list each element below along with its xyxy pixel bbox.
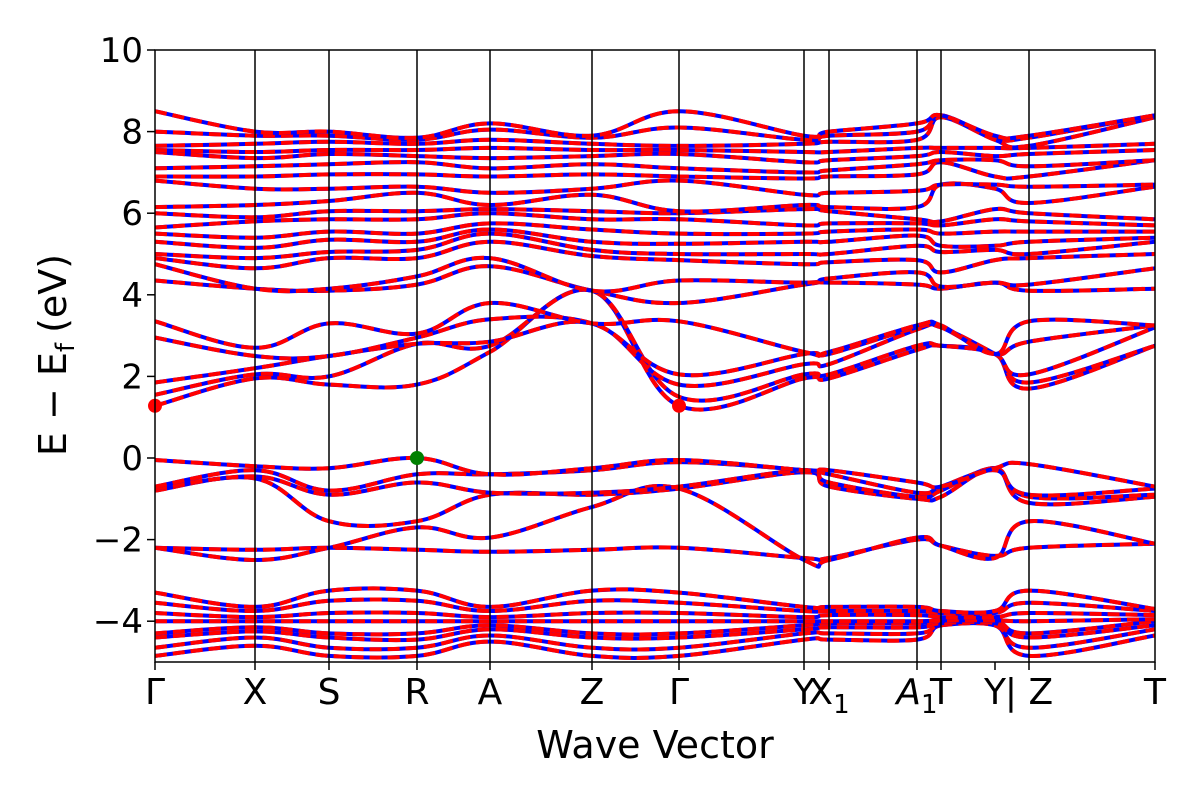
band-8-spin-down	[155, 537, 1155, 562]
plot-frame	[154, 49, 1156, 663]
y-tick-label-7: 10	[100, 31, 143, 71]
band-13-spin-down	[155, 455, 1155, 490]
band-30-spin-down	[155, 157, 1155, 175]
kpoint-label-0: Γ	[145, 672, 165, 713]
kpoint-label-4: A	[478, 672, 503, 713]
y-tick-label-1: −2	[93, 521, 143, 561]
band-25-spin-down	[155, 211, 1155, 230]
band-29-spin-down	[155, 158, 1155, 181]
kpoint-label-1: X	[243, 672, 268, 713]
band-4-spin-down	[155, 617, 1155, 624]
band-18-spin-down	[155, 300, 1155, 358]
x-axis-label: Wave Vector	[536, 723, 774, 767]
kpoint-label-12: | Z	[1005, 672, 1053, 713]
kpoint-label-11: Y	[983, 672, 1007, 713]
kpoint-label-5: Z	[580, 672, 605, 713]
band-35-spin-down	[155, 109, 1155, 141]
y-tick-label-5: 6	[121, 194, 143, 234]
band-1-spin-down	[155, 621, 1155, 652]
vbm-marker-2	[410, 451, 424, 465]
kpoint-lines	[254, 50, 1030, 662]
band-21-spin-down	[155, 239, 1155, 275]
kpoint-label-2: S	[318, 672, 341, 713]
kpoint-label-10: T	[929, 672, 953, 713]
band-32-spin-down	[155, 141, 1155, 155]
band-20-spin-down	[155, 255, 1155, 294]
kpoint-label-7: Y	[792, 672, 816, 713]
kpoint-label-8: X1	[808, 672, 849, 720]
y-axis-label-sub: f	[51, 342, 81, 352]
band-23-spin-down	[155, 227, 1155, 250]
y-axis-ticks: −4 −2 0 2 4 6 8 10	[93, 31, 155, 642]
y-tick-label-6: 8	[121, 113, 143, 153]
y-axis-label: E − Ef (eV)	[31, 254, 81, 456]
y-axis-label-unit: (eV)	[31, 254, 75, 333]
band-27-spin-down	[155, 181, 1155, 214]
y-tick-label-0: −4	[93, 602, 143, 642]
kpoint-label-13: T	[1143, 672, 1167, 713]
band-11-spin-down	[155, 466, 1155, 501]
kpoint-label-9: A1	[894, 672, 937, 720]
band-9-spin-down	[155, 484, 1155, 569]
cbm-marker-1	[672, 398, 686, 413]
kpoint-label-6: Γ	[669, 672, 689, 713]
band-28-spin-down	[155, 178, 1155, 198]
band-5-spin-down	[155, 610, 1155, 620]
y-tick-label-4: 4	[121, 276, 143, 316]
bands-layer	[155, 109, 1155, 660]
band-7-spin-down	[155, 586, 1155, 615]
band-24-spin-down	[155, 221, 1155, 240]
band-31-spin-down	[155, 148, 1155, 165]
band-22-spin-down	[155, 231, 1155, 261]
kpoint-label-3: R	[404, 672, 429, 713]
y-axis-label-main: E − E	[31, 352, 75, 456]
y-tick-label-2: 0	[121, 439, 143, 479]
y-tick-label-3: 2	[121, 357, 143, 397]
